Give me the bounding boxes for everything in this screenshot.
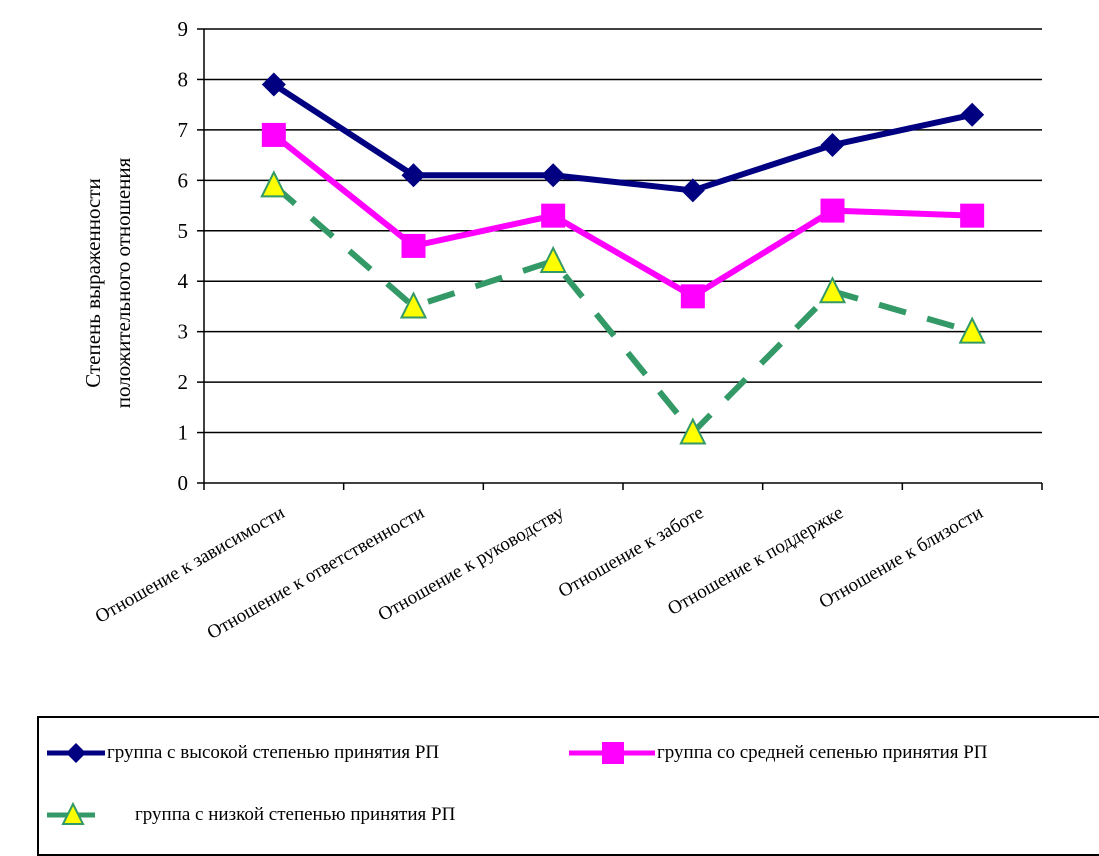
series-0-point-3 [680,178,705,203]
series-2-point-1 [399,291,428,319]
series-1-point-4 [820,198,845,223]
legend-swatch-medium [569,742,655,764]
series-0-point-1 [401,163,426,188]
series-2-point-2 [539,245,567,274]
series-1-point-5 [960,203,985,228]
y-tick-label-2: 2 [178,370,189,394]
legend-item-high: группа с высокой степенью принятия РП [45,738,439,768]
series-2-point-3 [679,417,707,445]
legend-swatch-high [47,743,105,763]
y-tick-label-7: 7 [178,118,189,142]
y-tick-label-4: 4 [178,269,189,293]
y-axis-title: Степень выраженности положительного отно… [81,157,135,408]
series-1-point-2 [541,203,566,228]
series-0-point-0 [261,72,286,97]
series-2-point-5 [958,316,986,344]
y-tick-label-9: 9 [178,17,189,41]
legend-label-medium: группа со средней сепенью принятия РП [657,742,988,763]
legend-swatch-low [47,801,95,825]
series-1-point-0 [261,122,286,147]
series-lines [260,72,986,445]
series-2-point-0 [260,170,288,198]
axes [197,28,1043,490]
y-tick-label-5: 5 [178,219,189,243]
x-tick-label-3: Отношение к заботе [555,502,707,602]
y-tick-label-0: 0 [178,471,189,495]
legend-item-low: группа с низкой степенью принятия РП [45,800,455,830]
series-line-1 [271,132,973,300]
y-tick-labels: 0 1 2 3 4 5 6 7 8 9 [178,17,189,495]
y-tick-label-3: 3 [178,320,189,344]
line-chart: 0 1 2 3 4 5 6 7 8 9 Отношение к зависимостиОтноше… [81,17,1043,644]
y-axis-title-line-2: положительного отношения [111,157,135,408]
y-tick-label-1: 1 [178,421,189,445]
y-axis-title-line-1: Степень выраженности [81,178,105,388]
series-line-2 [271,183,973,436]
legend-label-high: группа с высокой степенью принятия РП [107,742,440,763]
series-0-point-5 [960,102,985,127]
y-tick-label-6: 6 [178,168,189,192]
x-tick-label-1: Отношение к ответственности [204,502,428,644]
series-1-point-1 [401,233,426,258]
series-2-point-4 [818,276,847,304]
legend: группа с высокой степенью принятия РП гр… [37,716,1099,856]
series-0-point-2 [541,163,566,188]
series-line-0 [272,81,973,194]
series-0-point-4 [820,133,845,158]
series-1-point-3 [680,284,705,309]
legend-item-medium: группа со средней сепенью принятия РП [567,738,988,768]
y-tick-label-8: 8 [178,67,189,91]
legend-label-low: группа с низкой степенью принятия РП [135,804,456,825]
